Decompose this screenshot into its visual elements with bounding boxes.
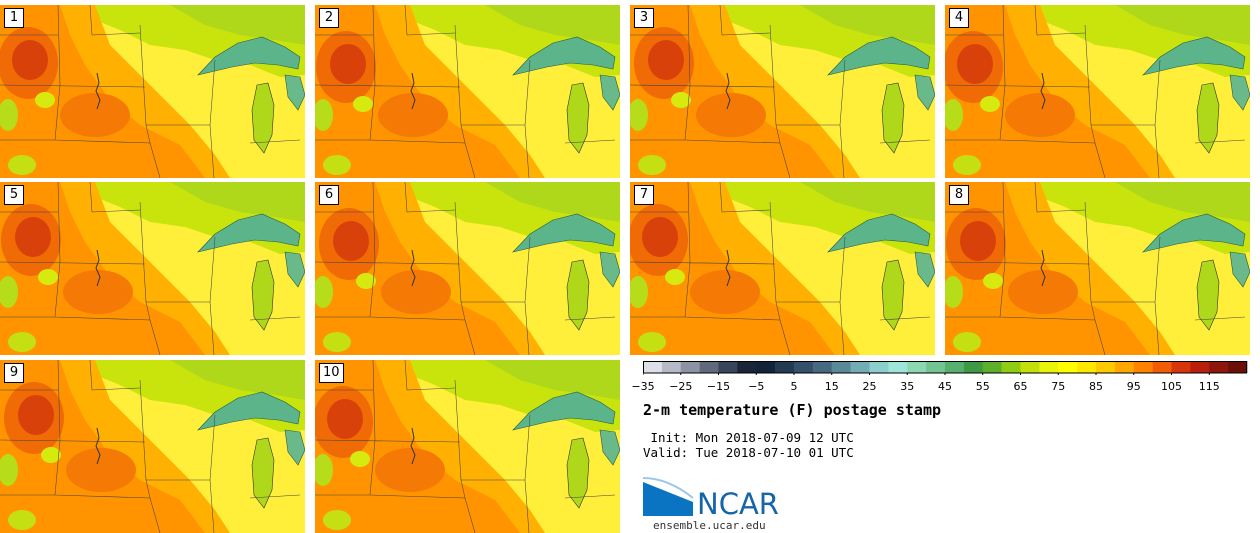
colorbar-tick-label: −15 xyxy=(706,380,731,393)
colorbar-bin xyxy=(945,361,965,373)
temperature-map xyxy=(0,182,305,355)
colorbar-bin xyxy=(850,361,870,373)
ensemble-member-panel: 1 xyxy=(0,5,305,178)
colorbar-bin xyxy=(963,361,984,373)
chart-title: 2-m temperature (F) postage stamp xyxy=(643,401,942,419)
colorbar-tick-label: −5 xyxy=(748,380,765,393)
temperature-map xyxy=(945,5,1250,178)
ensemble-member-panel: 5 xyxy=(0,182,305,355)
temperature-map xyxy=(630,5,935,178)
colorbar-tick-label: 5 xyxy=(790,380,798,393)
colorbar-tick-label: 65 xyxy=(1013,380,1028,393)
ensemble-member-panel: 10 xyxy=(315,360,620,533)
colorbar-bin xyxy=(1039,361,1059,373)
member-number-label: 10 xyxy=(319,363,344,383)
colorbar-bin xyxy=(1152,361,1172,373)
colorbar-bin xyxy=(1133,361,1153,373)
colorbar-bin xyxy=(1209,361,1229,373)
colorbar-tick-label: 105 xyxy=(1161,380,1182,393)
colorbar-tick-label: 95 xyxy=(1126,380,1141,393)
temperature-map xyxy=(315,5,620,178)
member-number-label: 1 xyxy=(4,8,24,28)
colorbar-bin xyxy=(1096,361,1116,373)
colorbar-bin xyxy=(1001,361,1021,373)
colorbar-bin xyxy=(831,361,851,373)
colorbar-tick-label: 25 xyxy=(862,380,877,393)
ensemble-member-panel: 4 xyxy=(945,5,1250,178)
temperature-map xyxy=(315,182,620,355)
colorbar-bin xyxy=(775,361,795,373)
ensemble-member-panel: 9 xyxy=(0,360,305,533)
colorbar-bin xyxy=(718,361,738,373)
init-time: Init: Mon 2018-07-09 12 UTC xyxy=(643,430,854,445)
colorbar-bin xyxy=(1058,361,1078,373)
temperature-colorbar xyxy=(643,361,1248,375)
colorbar-bin xyxy=(1228,361,1248,373)
member-number-label: 4 xyxy=(949,8,969,28)
colorbar-bin xyxy=(812,361,833,373)
colorbar-bin xyxy=(869,361,889,373)
temperature-map xyxy=(945,182,1250,355)
member-number-label: 5 xyxy=(4,185,24,205)
ensemble-member-panel: 6 xyxy=(315,182,620,355)
colorbar-tick-label: 15 xyxy=(824,380,839,393)
ensemble-member-panel: 2 xyxy=(315,5,620,178)
colorbar-bin xyxy=(1190,361,1210,373)
colorbar-tick-label: 35 xyxy=(900,380,915,393)
colorbar-tick-label: 85 xyxy=(1089,380,1103,393)
ncar-url: ensemble.ucar.edu xyxy=(653,519,766,532)
temperature-map xyxy=(630,182,935,355)
member-number-label: 8 xyxy=(949,185,969,205)
member-number-label: 6 xyxy=(319,185,339,205)
colorbar-tick-label: 75 xyxy=(1051,380,1066,393)
ncar-logo-icon xyxy=(643,477,694,516)
colorbar-bin xyxy=(926,361,946,373)
temperature-map xyxy=(315,360,620,533)
member-number-label: 3 xyxy=(634,8,654,28)
colorbar-bin xyxy=(737,361,757,373)
colorbar-bin xyxy=(1020,361,1040,373)
colorbar-tick-label: −35 xyxy=(631,380,655,393)
ncar-logo-text: NCAR xyxy=(697,487,779,521)
colorbar-bin xyxy=(756,361,776,373)
member-number-label: 7 xyxy=(634,185,654,205)
colorbar-bin xyxy=(643,361,663,373)
colorbar-bin xyxy=(680,361,700,373)
colorbar-tick-label: 115 xyxy=(1198,380,1220,393)
ensemble-member-panel: 3 xyxy=(630,5,935,178)
colorbar-bin xyxy=(794,361,814,373)
ensemble-member-panel: 7 xyxy=(630,182,935,355)
colorbar-bin xyxy=(1077,361,1097,373)
colorbar-bin xyxy=(699,361,719,373)
colorbar-bin xyxy=(907,361,927,373)
colorbar-bin xyxy=(1171,361,1191,373)
colorbar-bin xyxy=(661,361,682,373)
colorbar-tick-label: 45 xyxy=(938,380,952,393)
member-number-label: 2 xyxy=(319,8,339,28)
temperature-map xyxy=(0,360,305,533)
colorbar-bin xyxy=(982,361,1002,373)
colorbar-bin xyxy=(1114,361,1135,373)
member-number-label: 9 xyxy=(4,363,24,383)
temperature-map xyxy=(0,5,305,178)
valid-time: Valid: Tue 2018-07-10 01 UTC xyxy=(643,445,854,460)
colorbar-tick-label: −25 xyxy=(669,380,693,393)
ensemble-member-panel: 8 xyxy=(945,182,1250,355)
colorbar-tick-label: 55 xyxy=(975,380,990,393)
colorbar-bin xyxy=(888,361,908,373)
